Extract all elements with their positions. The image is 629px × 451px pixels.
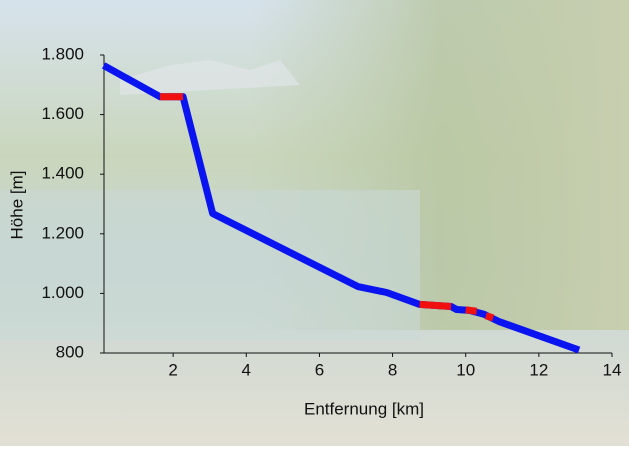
x-tick-label: 14	[603, 360, 622, 379]
x-tick-label: 12	[529, 360, 548, 379]
y-axis-title: Höhe [m]	[7, 171, 26, 240]
x-tick-label: 8	[388, 360, 397, 379]
x-tick-label: 10	[456, 360, 475, 379]
y-tick-label: 800	[56, 342, 84, 361]
y-tick-label: 1.400	[41, 164, 84, 183]
x-tick-label: 6	[315, 360, 324, 379]
chart: Höhe [m] Entfernung [km] 800 1.000 1.200 1.…	[0, 0, 629, 446]
y-tick-label: 1.800	[41, 44, 84, 63]
y-tick-label: 1.600	[41, 104, 84, 123]
x-tick-label: 4	[242, 360, 251, 379]
x-axis-title: Entfernung [km]	[304, 399, 424, 418]
y-tick-label: 1.000	[41, 283, 84, 302]
y-tick-label: 1.200	[41, 223, 84, 242]
x-tick-label: 2	[168, 360, 177, 379]
